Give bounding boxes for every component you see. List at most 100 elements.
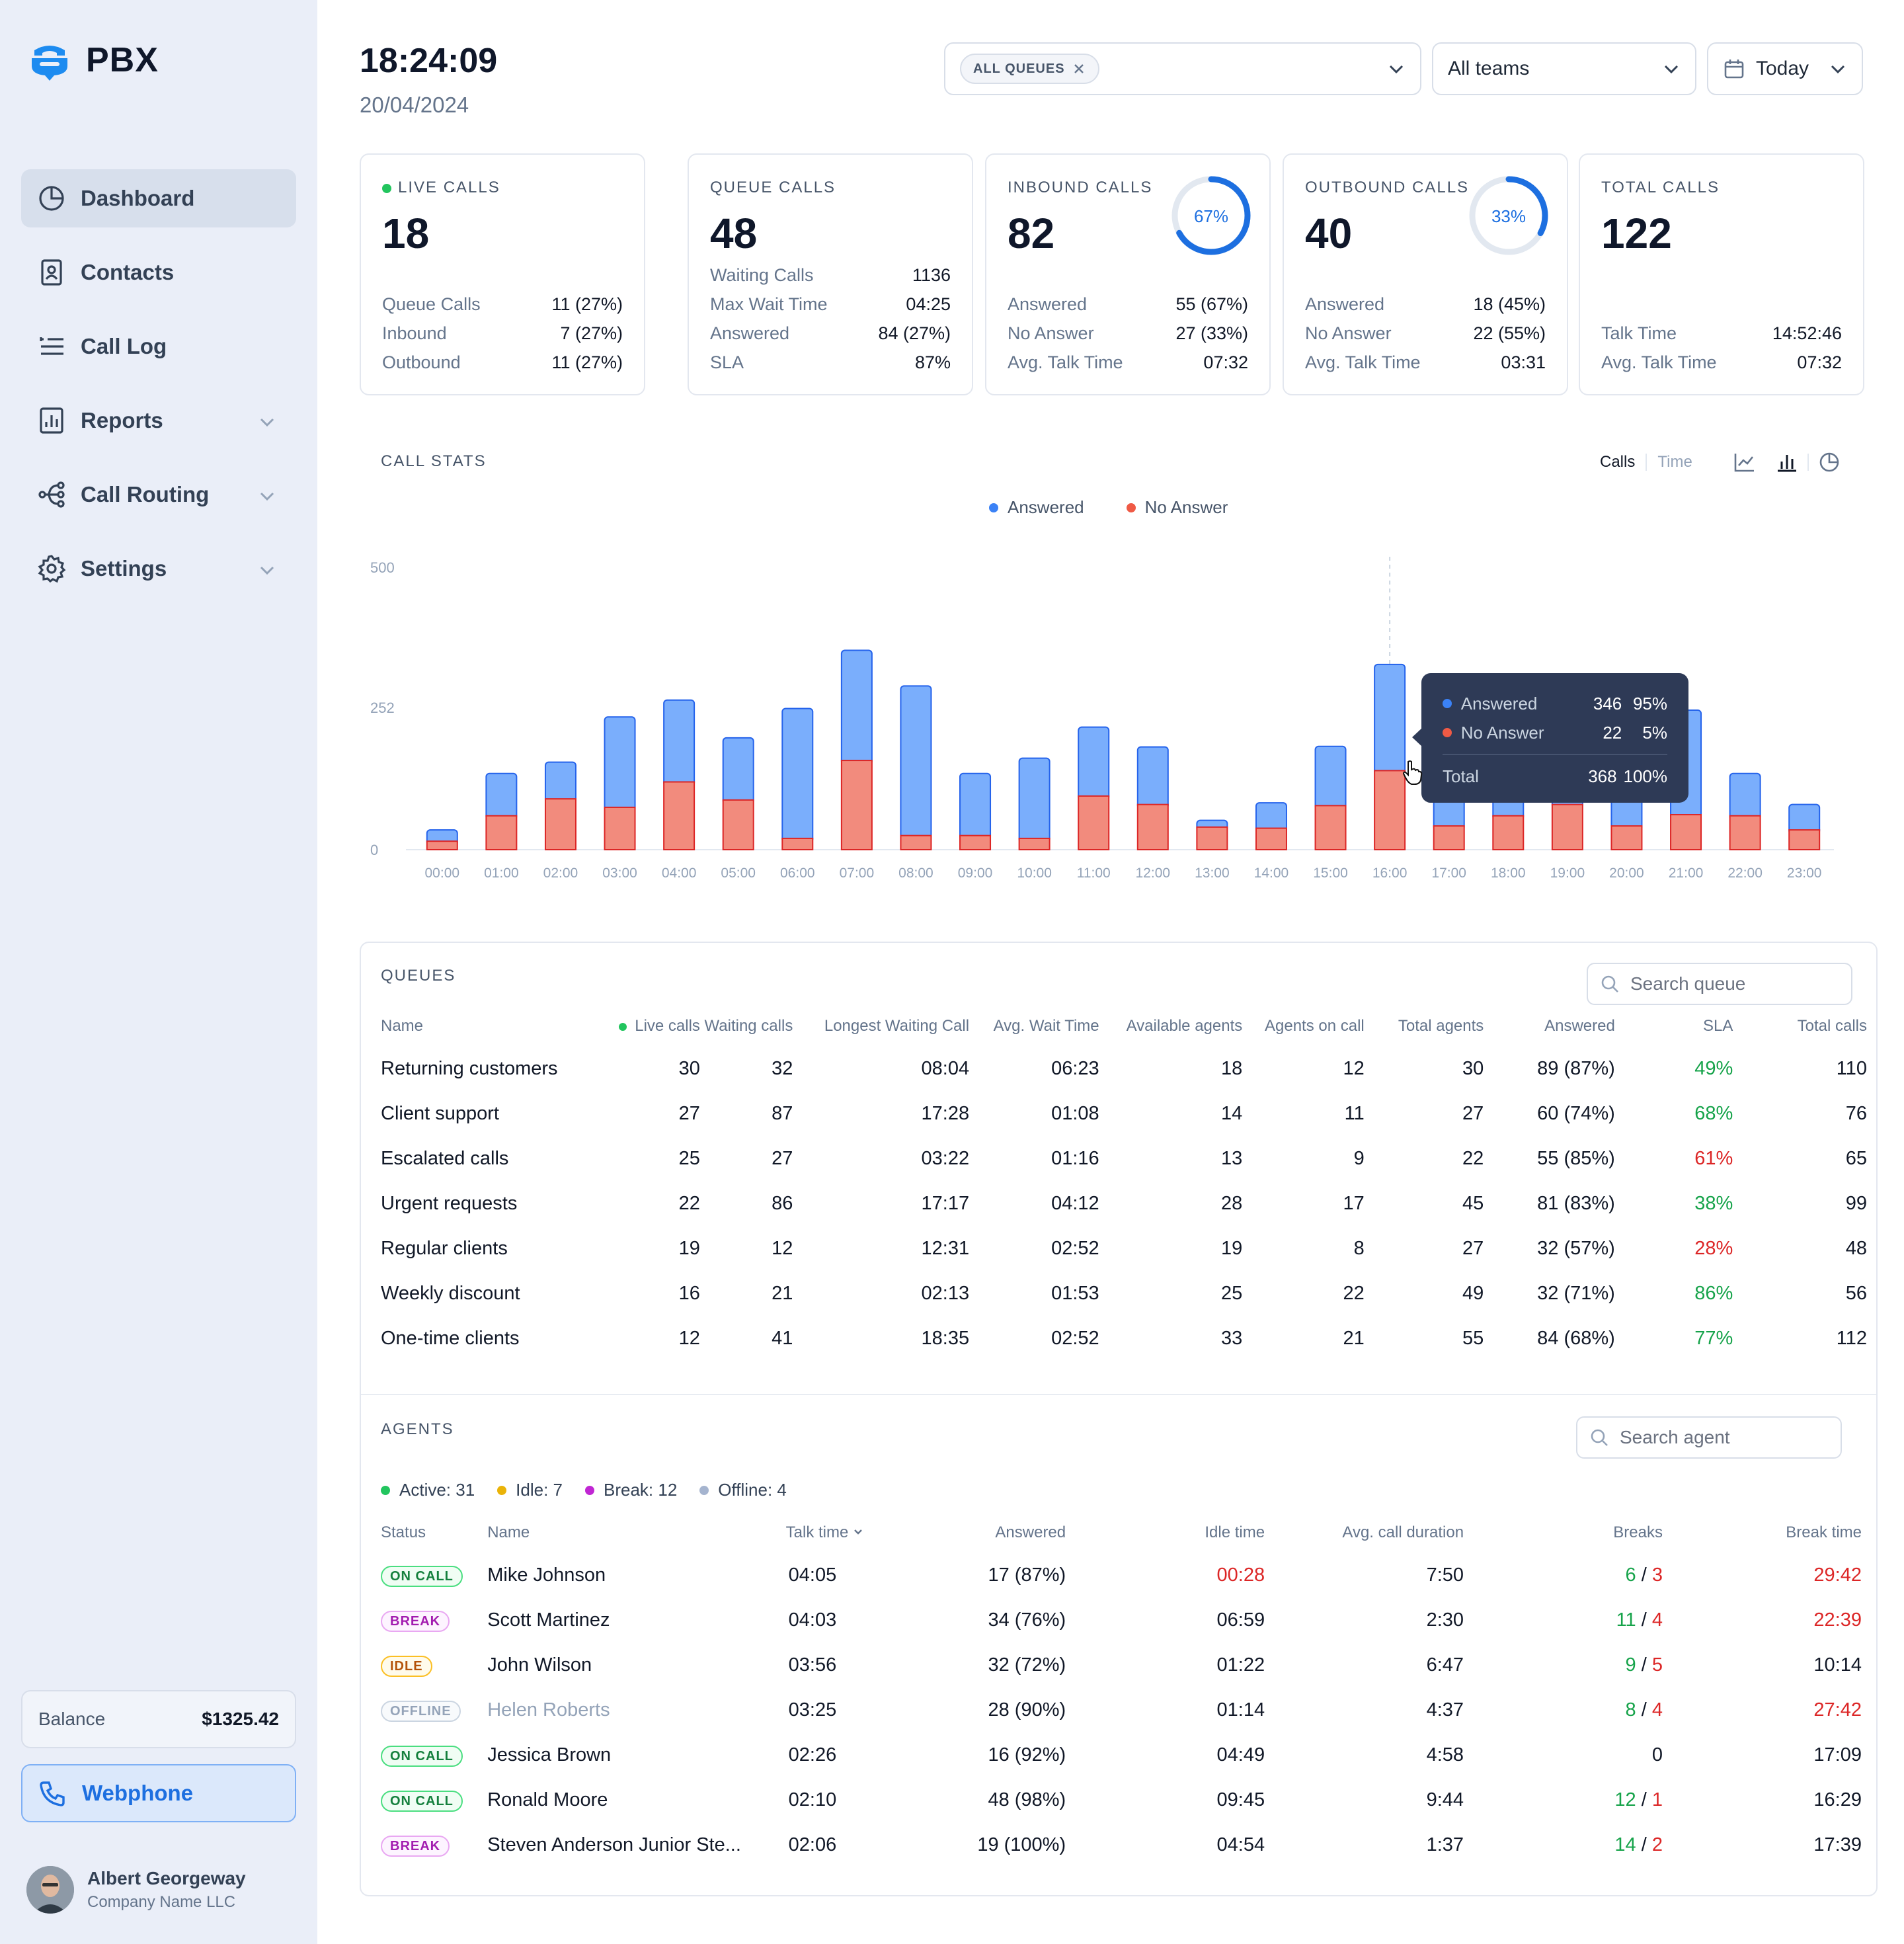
sidebar-item-label: Call Log — [81, 334, 167, 358]
search-queue-input[interactable]: Search queue — [1587, 963, 1852, 1005]
line-chart-icon[interactable] — [1733, 451, 1756, 473]
chevron-down-icon[interactable] — [258, 413, 276, 431]
table-row[interactable]: ON CALL Mike Johnson 04:05 17 (87%) 00:28 7:5… — [381, 1553, 1862, 1598]
cell-status: OFFLINE — [381, 1687, 487, 1732]
chart-controls: Calls Time — [1600, 451, 1841, 473]
table-row[interactable]: ON CALL Ronald Moore 02:10 48 (98%) 09:45 9:4… — [381, 1777, 1862, 1822]
bar-no-answer — [1788, 829, 1821, 850]
bar-answered — [1374, 663, 1406, 776]
cell-queue-name: Client support — [381, 1102, 499, 1124]
table-row[interactable]: Urgent requests 22 86 17:17 04:12 28 17 45 81 (8… — [381, 1181, 1867, 1226]
sidebar-item-call-log[interactable]: Call Log — [21, 317, 296, 376]
status-dot-icon — [585, 1485, 594, 1495]
table-row[interactable]: IDLE John Wilson 03:56 32 (72%) 01:22 6:47 9 /… — [381, 1642, 1862, 1687]
col-avg-wait[interactable]: Avg. Wait Time — [993, 1017, 1099, 1035]
table-header: Name Live calls Waiting calls Longest Wa… — [381, 1006, 1867, 1046]
col-waiting-calls[interactable]: Waiting calls — [704, 1017, 793, 1035]
cell-answered: 19 (100%) — [977, 1834, 1066, 1855]
col-talk-time[interactable]: Talk time — [786, 1513, 938, 1553]
cell-break-time: 10:14 — [1813, 1654, 1862, 1676]
bar-no-answer — [544, 798, 576, 851]
table-row[interactable]: ON CALL Jessica Brown 02:26 16 (92%) 04:49 4:… — [381, 1732, 1862, 1777]
col-sla[interactable]: SLA — [1702, 1017, 1733, 1035]
sidebar-item-contacts[interactable]: Contacts — [21, 243, 296, 302]
table-row[interactable]: OFFLINE Helen Roberts 03:25 28 (90%) 01:14 4:… — [381, 1687, 1862, 1732]
sidebar-item-dashboard[interactable]: Dashboard — [21, 169, 296, 227]
col-breaks[interactable]: Breaks — [1613, 1523, 1663, 1541]
cell-queue-name: Weekly discount — [381, 1282, 520, 1304]
bar-answered — [722, 737, 754, 805]
search-agent-input[interactable]: Search agent — [1576, 1416, 1842, 1459]
table-row[interactable]: Regular clients 19 12 12:31 02:52 19 8 27 32 (57… — [381, 1226, 1867, 1271]
bar-no-answer — [1551, 803, 1583, 850]
balance-label: Balance — [38, 1709, 106, 1729]
col-total-agents[interactable]: Total agents — [1398, 1017, 1484, 1035]
col-agent-name[interactable]: Name — [487, 1523, 530, 1541]
user-profile[interactable]: Albert Georgeway Company Name LLC — [26, 1866, 246, 1914]
cell-status: ON CALL — [381, 1732, 487, 1777]
bar-chart-icon[interactable] — [1776, 451, 1798, 473]
cell-available-agents: 18 — [1220, 1057, 1243, 1079]
live-dot-icon — [382, 183, 391, 193]
cell-avg-wait: 04:12 — [1051, 1192, 1099, 1214]
col-idle-time[interactable]: Idle time — [1205, 1523, 1265, 1541]
cell-breaks: 11 / 4 — [1616, 1609, 1663, 1631]
x-tick-label: 04:00 — [662, 866, 697, 881]
cell-break-time: 16:29 — [1813, 1789, 1862, 1810]
cell-avg-duration: 4:58 — [1426, 1744, 1464, 1765]
cell-sla: 49% — [1694, 1057, 1733, 1079]
col-longest-waiting[interactable]: Longest Waiting Call — [824, 1017, 970, 1035]
table-row[interactable]: BREAK Scott Martinez 04:03 34 (76%) 06:59 2:3… — [381, 1598, 1862, 1642]
sidebar-item-label: Contacts — [81, 260, 175, 284]
cell-live-calls: 22 — [678, 1192, 700, 1214]
toggle-calls[interactable]: Calls — [1600, 453, 1636, 471]
table-row[interactable]: One-time clients 12 41 18:35 02:52 33 21 55 84 (… — [381, 1316, 1867, 1361]
cell-agents-on-call: 12 — [1343, 1057, 1365, 1079]
col-answered[interactable]: Answered — [1544, 1017, 1615, 1035]
col-agents-on-call[interactable]: Agents on call — [1265, 1017, 1365, 1035]
col-available-agents[interactable]: Available agents — [1126, 1017, 1243, 1035]
col-live-calls[interactable]: Live calls — [558, 1006, 700, 1046]
col-agent-answered[interactable]: Answered — [995, 1523, 1066, 1541]
x-tick-label: 11:00 — [1077, 866, 1111, 881]
col-avg-call-duration[interactable]: Avg. call duration — [1342, 1523, 1464, 1541]
bar-no-answer — [1196, 826, 1228, 850]
logo[interactable]: PBX — [28, 38, 159, 82]
table-row[interactable]: Returning customers 30 32 08:04 06:23 18 12 30 8… — [381, 1046, 1867, 1091]
date-range-select[interactable]: Today — [1707, 42, 1863, 95]
cell-break-time: 29:42 — [1813, 1564, 1862, 1586]
chevron-down-icon[interactable] — [258, 561, 276, 579]
cell-longest-waiting: 17:17 — [921, 1192, 970, 1214]
bar-answered — [1729, 772, 1761, 821]
sidebar-item-reports[interactable]: Reports — [21, 391, 296, 450]
table-row[interactable]: Weekly discount 16 21 02:13 01:53 25 22 49 32 (7… — [381, 1271, 1867, 1316]
cell-answered: 60 (74%) — [1537, 1102, 1615, 1124]
sort-down-icon[interactable] — [852, 1525, 864, 1537]
teams-select[interactable]: All teams — [1432, 42, 1696, 95]
close-icon[interactable] — [1072, 61, 1086, 76]
cell-longest-waiting: 18:35 — [921, 1327, 970, 1349]
table-row[interactable]: Client support 27 87 17:28 01:08 14 11 27 60 (74… — [381, 1091, 1867, 1136]
sidebar-item-settings[interactable]: Settings — [21, 540, 296, 598]
pie-chart-icon[interactable] — [1818, 451, 1841, 473]
col-name[interactable]: Name — [381, 1017, 424, 1035]
cell-available-agents: 14 — [1220, 1102, 1243, 1124]
cell-waiting-calls: 87 — [772, 1102, 793, 1124]
bar-no-answer — [604, 806, 636, 851]
chevron-down-icon — [1389, 65, 1404, 74]
gear-icon — [38, 555, 66, 583]
col-break-time[interactable]: Break time — [1786, 1523, 1862, 1541]
table-row[interactable]: Escalated calls 25 27 03:22 01:16 13 9 22 55 (85… — [381, 1136, 1867, 1181]
col-total-calls[interactable]: Total calls — [1797, 1017, 1867, 1035]
toggle-time[interactable]: Time — [1657, 453, 1692, 471]
cell-available-agents: 25 — [1220, 1282, 1243, 1304]
queue-chip[interactable]: ALL QUEUES — [960, 54, 1099, 84]
queue-filter-select[interactable]: ALL QUEUES — [944, 42, 1421, 95]
webphone-button[interactable]: Webphone — [21, 1764, 296, 1822]
cell-longest-waiting: 17:28 — [921, 1102, 970, 1124]
chevron-down-icon[interactable] — [258, 487, 276, 505]
sidebar-item-call-routing[interactable]: Call Routing — [21, 466, 296, 524]
cell-status: ON CALL — [381, 1553, 487, 1598]
col-status[interactable]: Status — [381, 1523, 426, 1541]
table-row[interactable]: BREAK Steven Anderson Junior Ste... 02:06 1… — [381, 1822, 1862, 1867]
